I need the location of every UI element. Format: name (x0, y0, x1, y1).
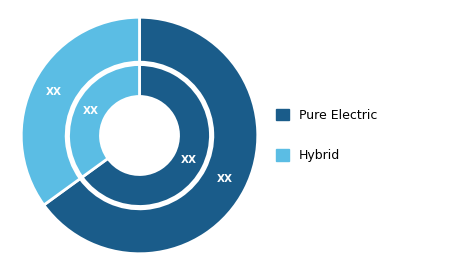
Text: XX: XX (180, 156, 197, 166)
Text: XX: XX (82, 105, 99, 115)
Wedge shape (82, 64, 211, 207)
Legend: Pure Electric, Hybrid: Pure Electric, Hybrid (276, 109, 377, 162)
Wedge shape (21, 17, 140, 205)
Wedge shape (44, 17, 258, 254)
Text: XX: XX (217, 174, 233, 184)
Text: XX: XX (46, 87, 62, 97)
Wedge shape (68, 64, 140, 177)
